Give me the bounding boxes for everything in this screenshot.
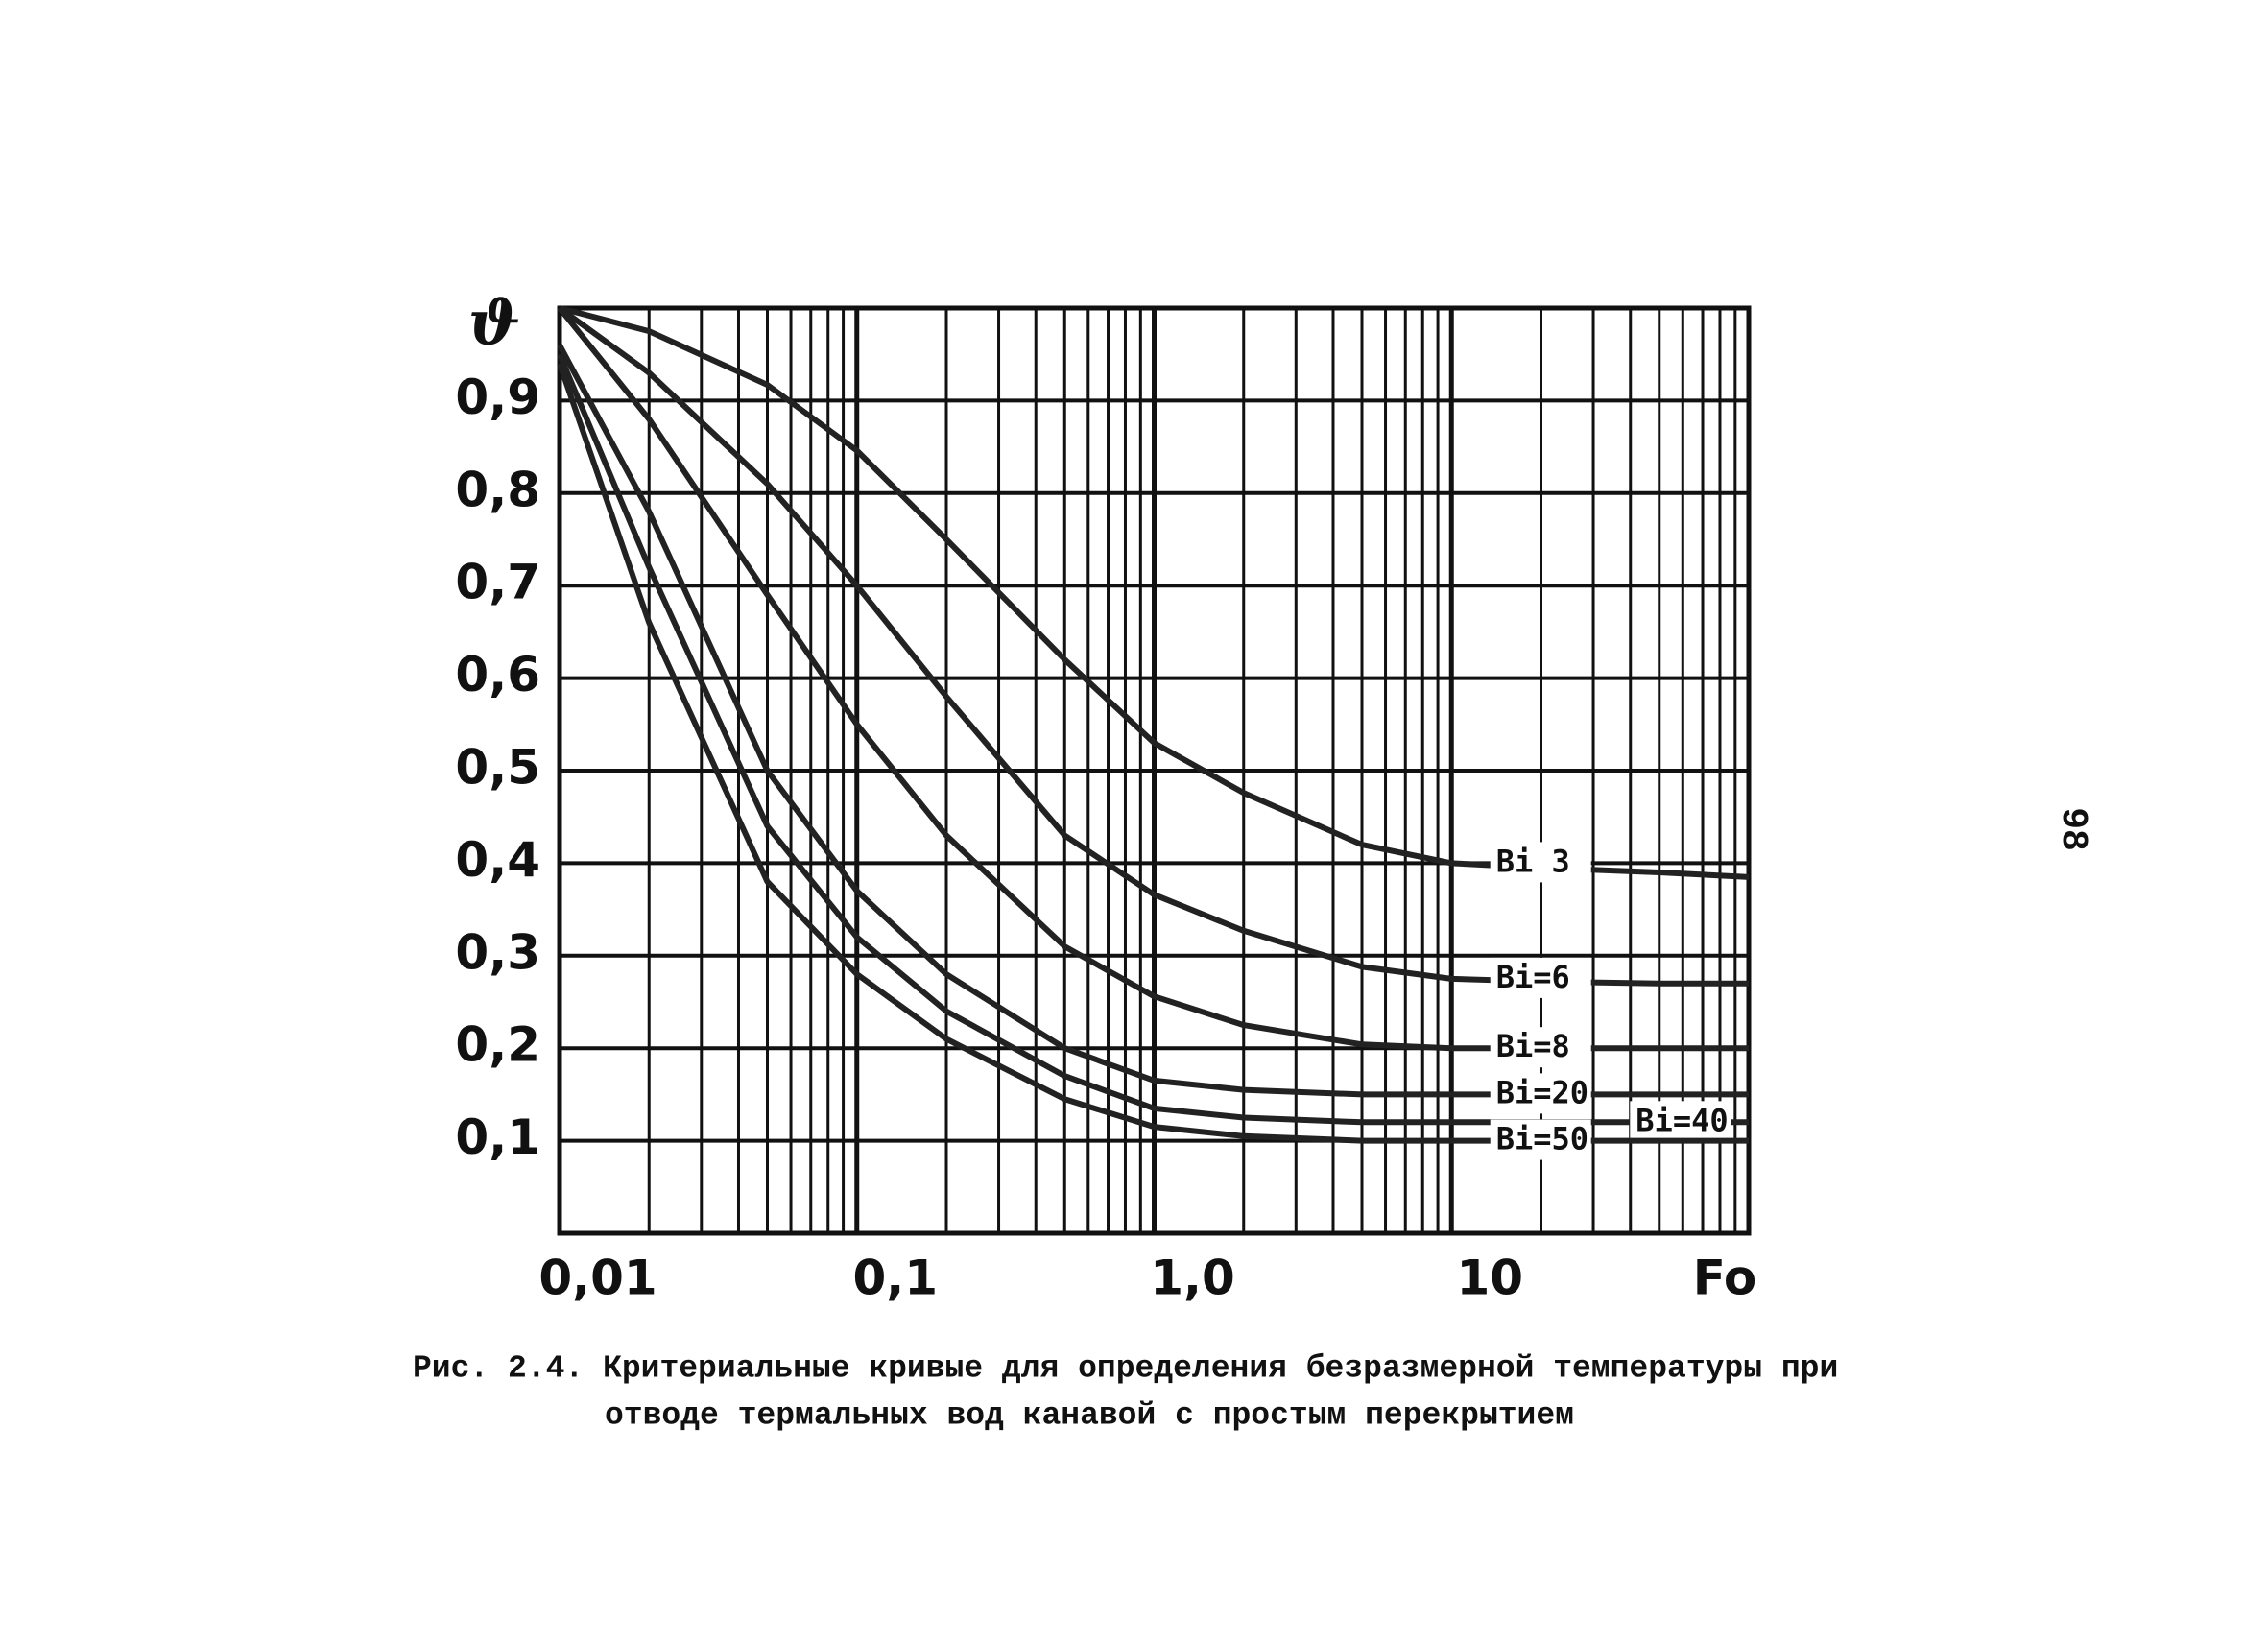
- y-tick-label: 0,6: [455, 647, 540, 703]
- series-label: Bi=20: [1496, 1074, 1588, 1110]
- series-label-group: Bi 3: [1490, 842, 1591, 883]
- y-tick-label: 0,1: [455, 1109, 540, 1165]
- x-tick-label: 0,01: [538, 1251, 657, 1306]
- series-label-group: Bi=40: [1630, 1101, 1731, 1142]
- series-label: Bi=50: [1496, 1121, 1588, 1157]
- series-label: Bi=8: [1496, 1028, 1570, 1064]
- label-bg: [1490, 957, 1591, 998]
- y-tick-label: 0,3: [455, 924, 540, 980]
- series-label: Bi 3: [1496, 843, 1570, 879]
- y-tick-label: 0,9: [455, 369, 540, 425]
- y-tick-label: 0,5: [455, 740, 540, 796]
- caption: Рис. 2.4. Критериальные кривые для опред…: [413, 1351, 1838, 1387]
- x-tick-label: 1,0: [1150, 1251, 1235, 1306]
- plot-frame: [557, 305, 1752, 1236]
- y-tick-label: 0,2: [455, 1017, 540, 1073]
- label-bg: [1490, 1119, 1591, 1160]
- label-bg: [1490, 1027, 1591, 1068]
- y-tick-label: 0,7: [455, 555, 540, 610]
- caption: отводе термальных вод канавой с простым …: [605, 1398, 1574, 1434]
- x-axis-label: Fo: [1693, 1251, 1756, 1306]
- label-bg: [1490, 1073, 1591, 1114]
- y-tick-label: 0,4: [455, 832, 540, 888]
- y-tick-label: 0,8: [455, 462, 540, 517]
- series-label-group: Bi=20: [1490, 1073, 1591, 1114]
- x-tick-label: 10: [1456, 1251, 1523, 1306]
- series-label-group: Bi=8: [1490, 1027, 1591, 1068]
- label-bg: [1490, 842, 1591, 883]
- y-axis-label: ϑ: [468, 288, 520, 360]
- series-label-group: Bi=6: [1490, 957, 1591, 998]
- series-label: Bi=40: [1635, 1102, 1728, 1138]
- series-label-group: Bi=50: [1490, 1119, 1591, 1160]
- page-number: 98: [2052, 807, 2093, 851]
- x-tick-label: 0,1: [852, 1251, 938, 1306]
- series-label: Bi=6: [1496, 959, 1570, 995]
- label-bg: [1630, 1101, 1731, 1142]
